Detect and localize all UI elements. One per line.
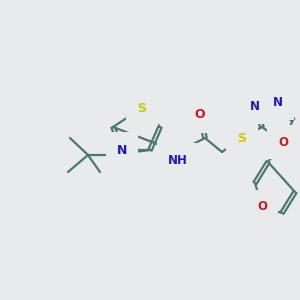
Text: N: N bbox=[250, 100, 260, 113]
Text: S: S bbox=[137, 101, 146, 115]
Text: S: S bbox=[238, 131, 247, 145]
Text: O: O bbox=[278, 136, 288, 148]
Text: N: N bbox=[117, 143, 127, 157]
Text: O: O bbox=[195, 109, 205, 122]
Text: O: O bbox=[257, 200, 267, 214]
Text: N: N bbox=[273, 97, 283, 110]
Text: NH: NH bbox=[168, 154, 188, 166]
